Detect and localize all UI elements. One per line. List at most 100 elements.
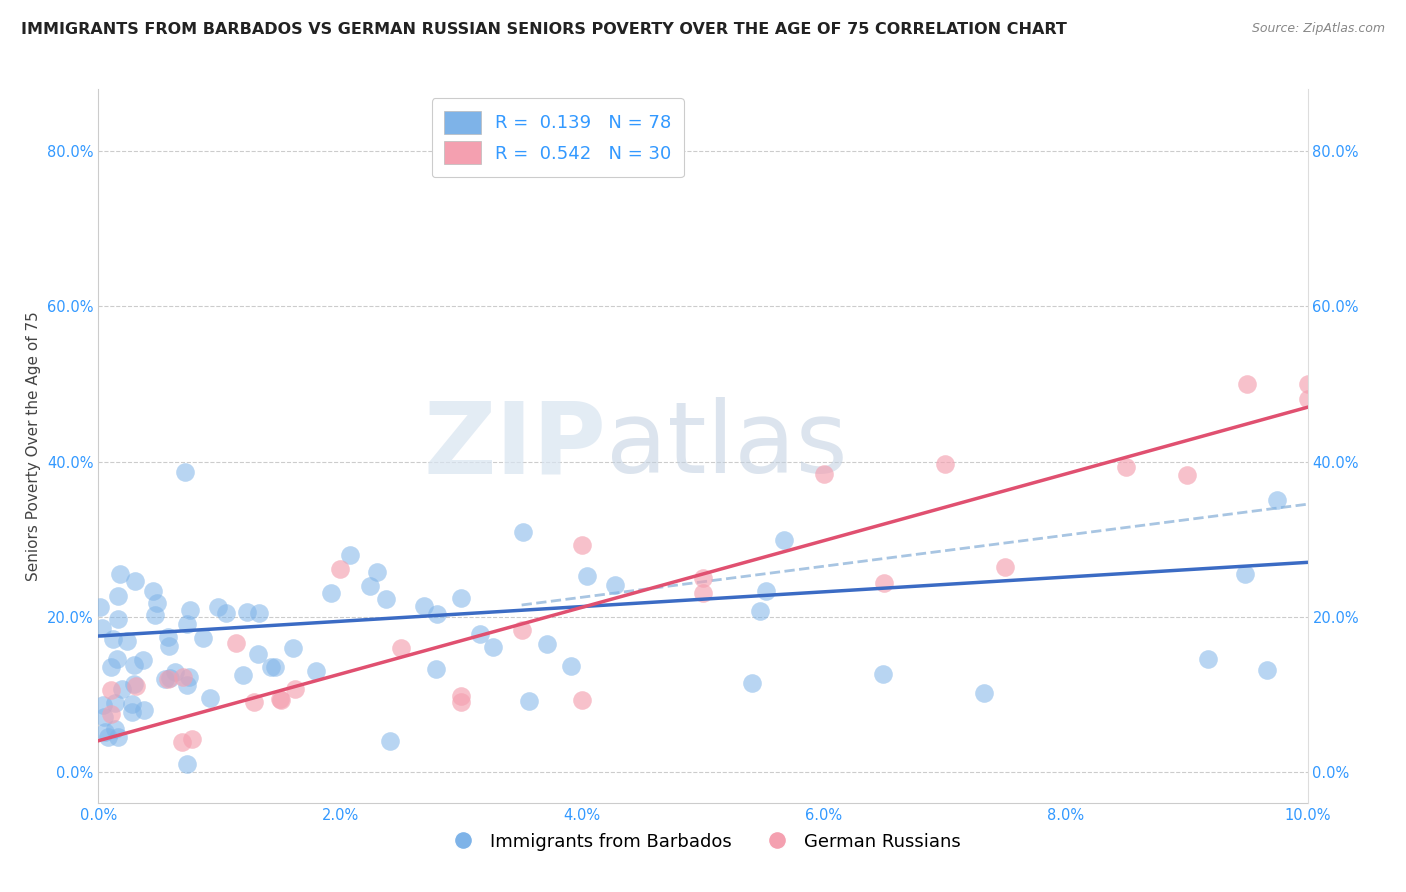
Point — [172, 734, 194, 748]
Point — [517, 694, 540, 708]
Text: atlas: atlas — [606, 398, 848, 494]
Point — [107, 612, 129, 626]
Point — [536, 637, 558, 651]
Point — [813, 467, 835, 481]
Point — [339, 548, 361, 562]
Point — [108, 567, 131, 582]
Point — [366, 566, 388, 580]
Point — [468, 627, 491, 641]
Point — [215, 607, 238, 621]
Point — [110, 682, 132, 697]
Point — [122, 677, 145, 691]
Point — [1234, 566, 1257, 581]
Point — [179, 603, 201, 617]
Point — [198, 691, 221, 706]
Point — [249, 606, 271, 620]
Point — [873, 576, 896, 591]
Point — [93, 710, 115, 724]
Point — [1115, 460, 1137, 475]
Point — [1256, 664, 1278, 678]
Point — [90, 621, 112, 635]
Point — [482, 640, 505, 655]
Point — [225, 636, 247, 650]
Point — [1175, 467, 1198, 482]
Text: Source: ZipAtlas.com: Source: ZipAtlas.com — [1251, 22, 1385, 36]
Point — [142, 584, 165, 599]
Text: ZIP: ZIP — [423, 398, 606, 494]
Point — [153, 672, 176, 686]
Point — [741, 676, 763, 690]
Point — [575, 569, 598, 583]
Point — [232, 668, 254, 682]
Point — [281, 641, 304, 656]
Point — [319, 585, 342, 599]
Point — [264, 659, 287, 673]
Point — [389, 640, 412, 655]
Point — [773, 533, 796, 548]
Point — [243, 695, 266, 709]
Point — [260, 659, 283, 673]
Point — [934, 457, 956, 471]
Point — [121, 697, 143, 711]
Point — [749, 604, 772, 618]
Point — [101, 632, 124, 647]
Point — [1236, 376, 1258, 391]
Point — [560, 659, 582, 673]
Point — [131, 652, 153, 666]
Legend: Immigrants from Barbados, German Russians: Immigrants from Barbados, German Russian… — [437, 826, 969, 858]
Point — [100, 683, 122, 698]
Point — [1296, 376, 1319, 391]
Point — [872, 667, 894, 681]
Point — [193, 632, 215, 646]
Point — [1265, 493, 1288, 508]
Point — [104, 696, 127, 710]
Point — [104, 722, 127, 736]
Point — [91, 698, 114, 713]
Point — [124, 574, 146, 588]
Point — [426, 607, 449, 622]
Point — [100, 660, 122, 674]
Point — [117, 634, 139, 648]
Point — [329, 562, 352, 576]
Point — [107, 731, 129, 745]
Point — [973, 686, 995, 700]
Point — [450, 591, 472, 605]
Point — [157, 630, 180, 644]
Point — [450, 695, 472, 709]
Point — [97, 730, 120, 744]
Text: IMMIGRANTS FROM BARBADOS VS GERMAN RUSSIAN SENIORS POVERTY OVER THE AGE OF 75 CO: IMMIGRANTS FROM BARBADOS VS GERMAN RUSSI… — [21, 22, 1067, 37]
Point — [236, 605, 259, 619]
Point — [450, 689, 472, 703]
Point — [284, 682, 307, 697]
Point — [692, 571, 714, 585]
Point — [89, 599, 111, 614]
Point — [143, 608, 166, 623]
Point — [132, 703, 155, 717]
Point — [512, 525, 534, 540]
Point — [1197, 652, 1219, 666]
Point — [125, 679, 148, 693]
Point — [378, 734, 401, 748]
Point — [94, 725, 117, 739]
Point — [571, 537, 593, 551]
Point — [510, 623, 533, 637]
Point — [159, 639, 181, 653]
Point — [207, 600, 229, 615]
Point — [157, 672, 180, 686]
Point — [181, 732, 204, 747]
Point — [100, 706, 122, 721]
Point — [425, 662, 447, 676]
Point — [176, 616, 198, 631]
Point — [176, 678, 198, 692]
Point — [269, 691, 291, 706]
Point — [359, 579, 381, 593]
Point — [305, 665, 328, 679]
Point — [375, 591, 398, 606]
Y-axis label: Seniors Poverty Over the Age of 75: Seniors Poverty Over the Age of 75 — [27, 311, 41, 581]
Point — [122, 658, 145, 673]
Point — [176, 757, 198, 772]
Point — [174, 466, 197, 480]
Point — [247, 648, 270, 662]
Point — [994, 560, 1017, 574]
Point — [121, 705, 143, 719]
